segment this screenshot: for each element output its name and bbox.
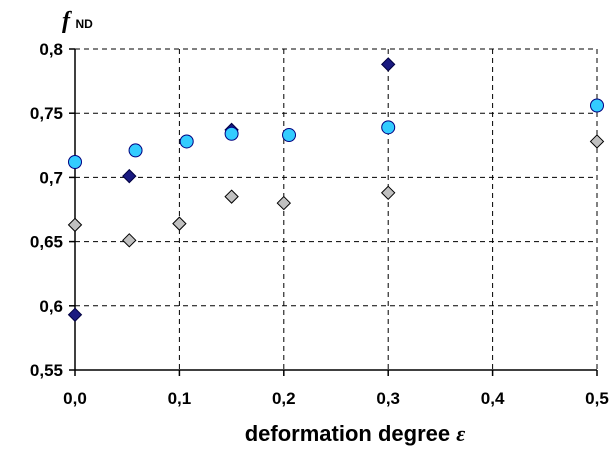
- data-point-diamond: [172, 216, 187, 231]
- data-point-diamond: [276, 195, 292, 211]
- data-point-diamond: [380, 57, 396, 72]
- data-point-circle: [282, 128, 297, 143]
- data-point-diamond: [122, 168, 137, 184]
- x-axis-title-text: deformation degree: [245, 421, 456, 446]
- data-point-diamond: [380, 185, 396, 201]
- x-axis-title-symbol: ε: [456, 421, 465, 446]
- data-point-diamond: [67, 217, 83, 233]
- x-tick-label: 0,2: [272, 389, 296, 408]
- y-axis-title: f ND: [62, 8, 93, 34]
- y-tick-label: 0,75: [30, 104, 63, 123]
- y-tick-label: 0,8: [39, 40, 63, 59]
- y-tick-label: 0,55: [30, 361, 63, 380]
- data-point-circle: [179, 134, 194, 149]
- data-point-circle: [381, 120, 396, 135]
- data-point-circle: [68, 154, 82, 169]
- data-point-diamond: [67, 307, 83, 322]
- axes: [69, 48, 598, 376]
- x-tick-label: 0,1: [168, 389, 192, 408]
- data-point-diamond: [122, 233, 137, 248]
- x-tick-label: 0,5: [585, 389, 609, 408]
- data-point-circle: [224, 126, 239, 141]
- y-axis-title-main: f: [62, 8, 72, 34]
- y-axis-title-subscript: ND: [75, 17, 93, 31]
- y-tick-label: 0,6: [39, 297, 63, 316]
- data-markers: [67, 57, 605, 322]
- data-point-diamond: [589, 134, 605, 149]
- y-tick-label: 0,65: [30, 233, 63, 252]
- grid-lines: [75, 48, 598, 370]
- x-axis-title: deformation degree ε: [245, 421, 466, 446]
- tick-labels: 0,55 0,6 0,65 0,7 0,75 0,8 0,0 0,1 0,2 0,3 0,4 0,5: [30, 40, 609, 408]
- x-tick-label: 0,0: [63, 389, 87, 408]
- data-point-circle: [128, 143, 143, 158]
- data-point-circle: [590, 98, 604, 113]
- x-tick-label: 0,3: [376, 389, 400, 408]
- x-tick-label: 0,4: [481, 389, 505, 408]
- data-point-diamond: [224, 189, 239, 204]
- y-tick-label: 0,7: [39, 168, 63, 187]
